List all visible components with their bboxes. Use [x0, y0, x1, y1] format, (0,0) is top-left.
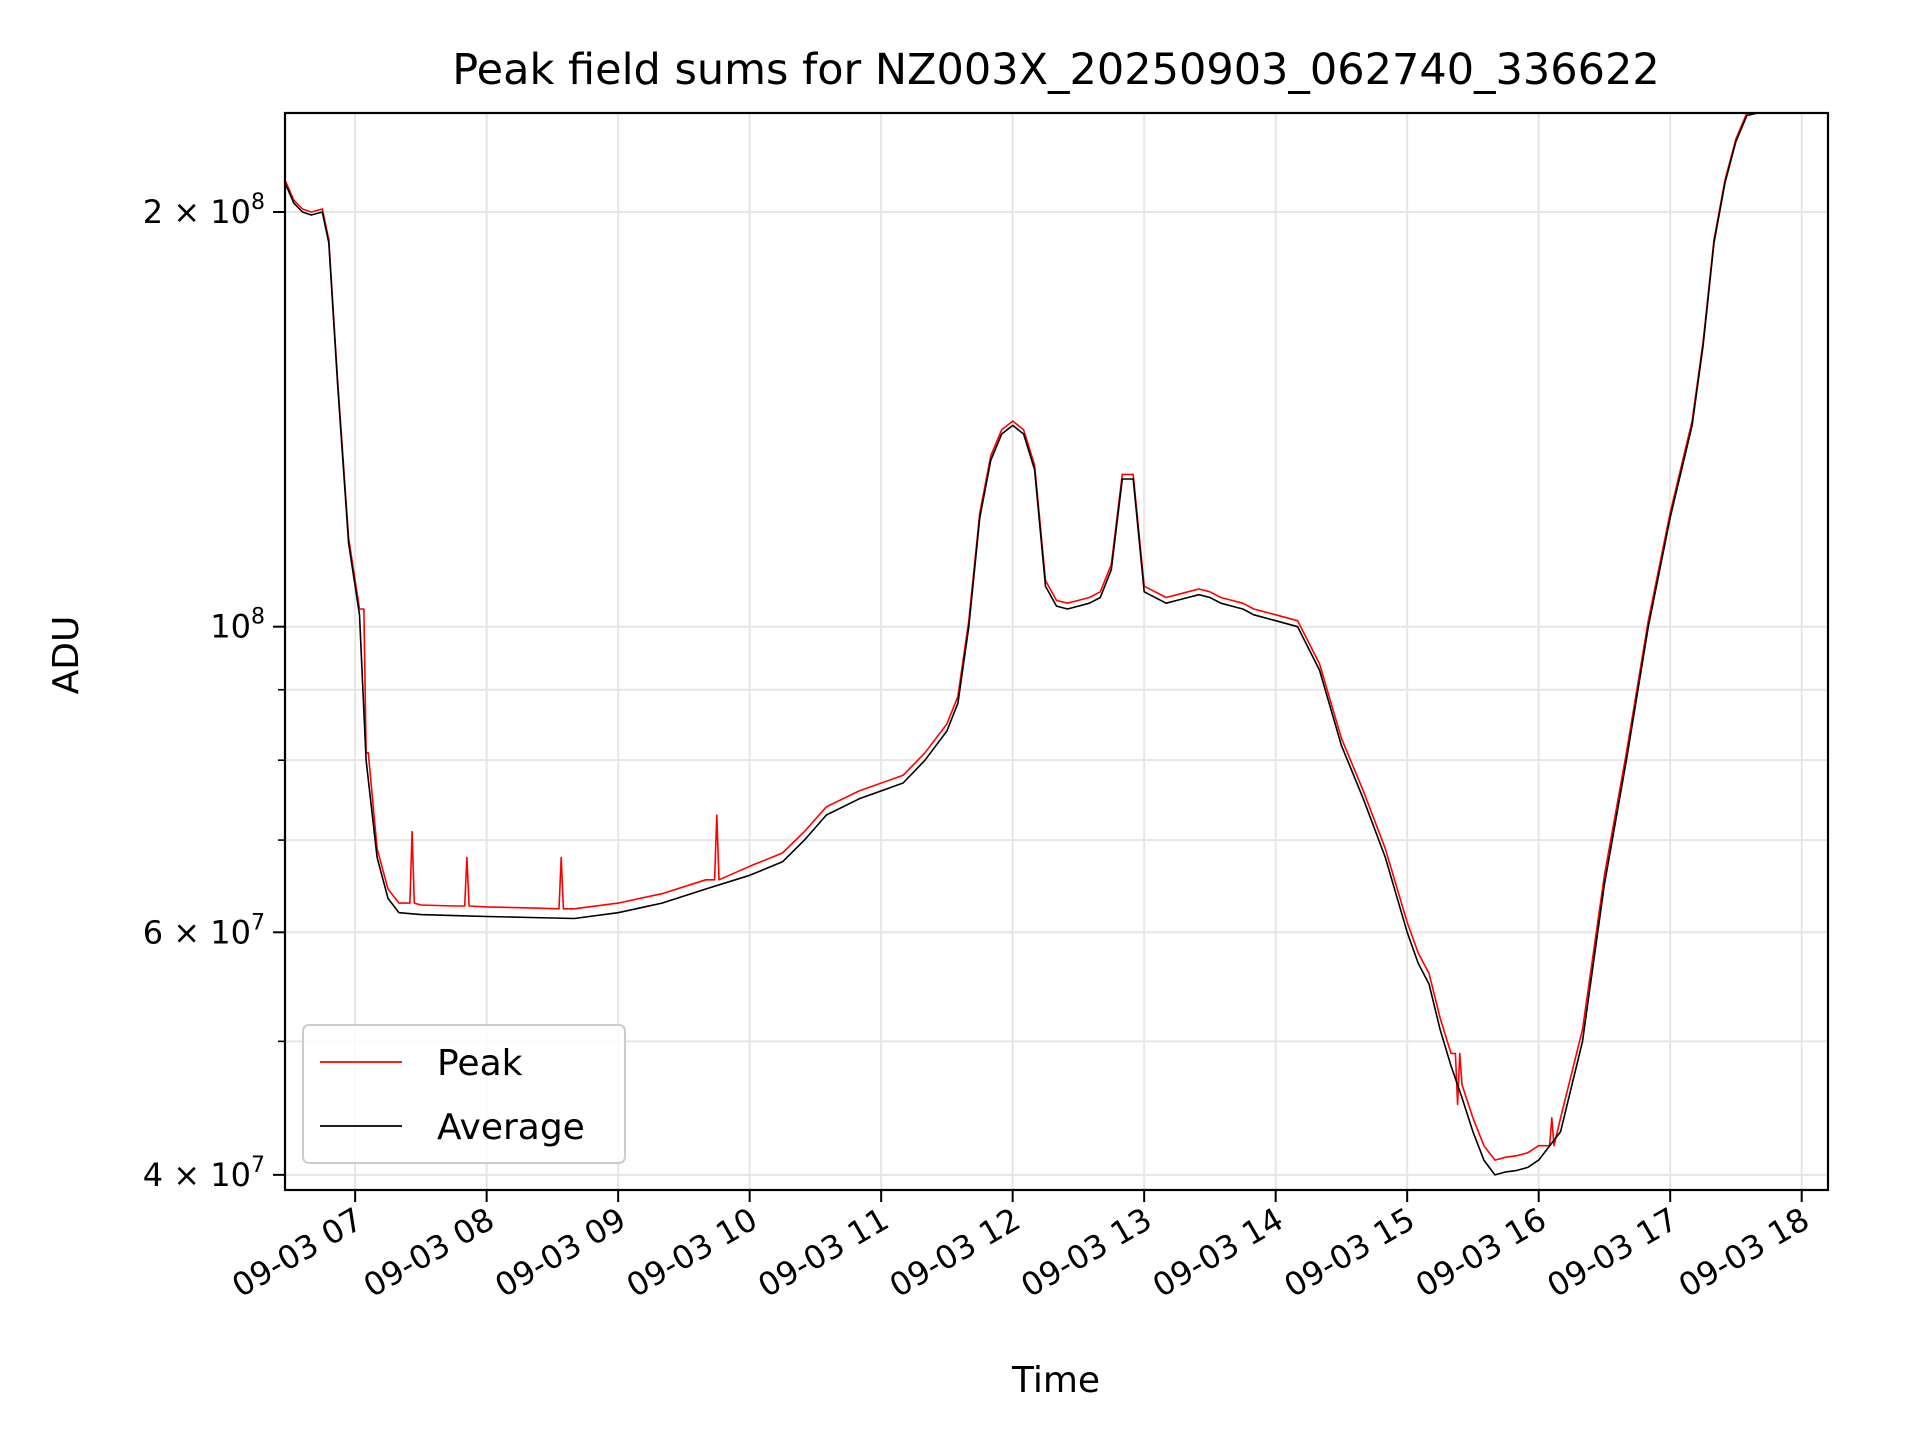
series-line-average — [284, 112, 1828, 1176]
y-tick-label: 108 — [210, 605, 265, 646]
grid — [285, 113, 1828, 1190]
legend-box — [302, 1024, 626, 1164]
legend-label-peak: Peak — [437, 1043, 523, 1084]
x-axis-label: Time — [1011, 1360, 1100, 1401]
plot-frame — [283, 111, 1830, 1192]
y-tick-label: 2 × 108 — [143, 190, 265, 231]
y-axis-label: ADU — [46, 616, 87, 695]
y-tick-label: 4 × 107 — [143, 1153, 265, 1194]
y-tick-label: 6 × 107 — [143, 910, 265, 951]
legend: Peak Average — [302, 1024, 626, 1164]
series-lines — [284, 112, 1828, 1176]
chart-title: Peak field sums for NZ003X_20250903_0627… — [452, 45, 1659, 95]
legend-label-average: Average — [437, 1107, 585, 1148]
